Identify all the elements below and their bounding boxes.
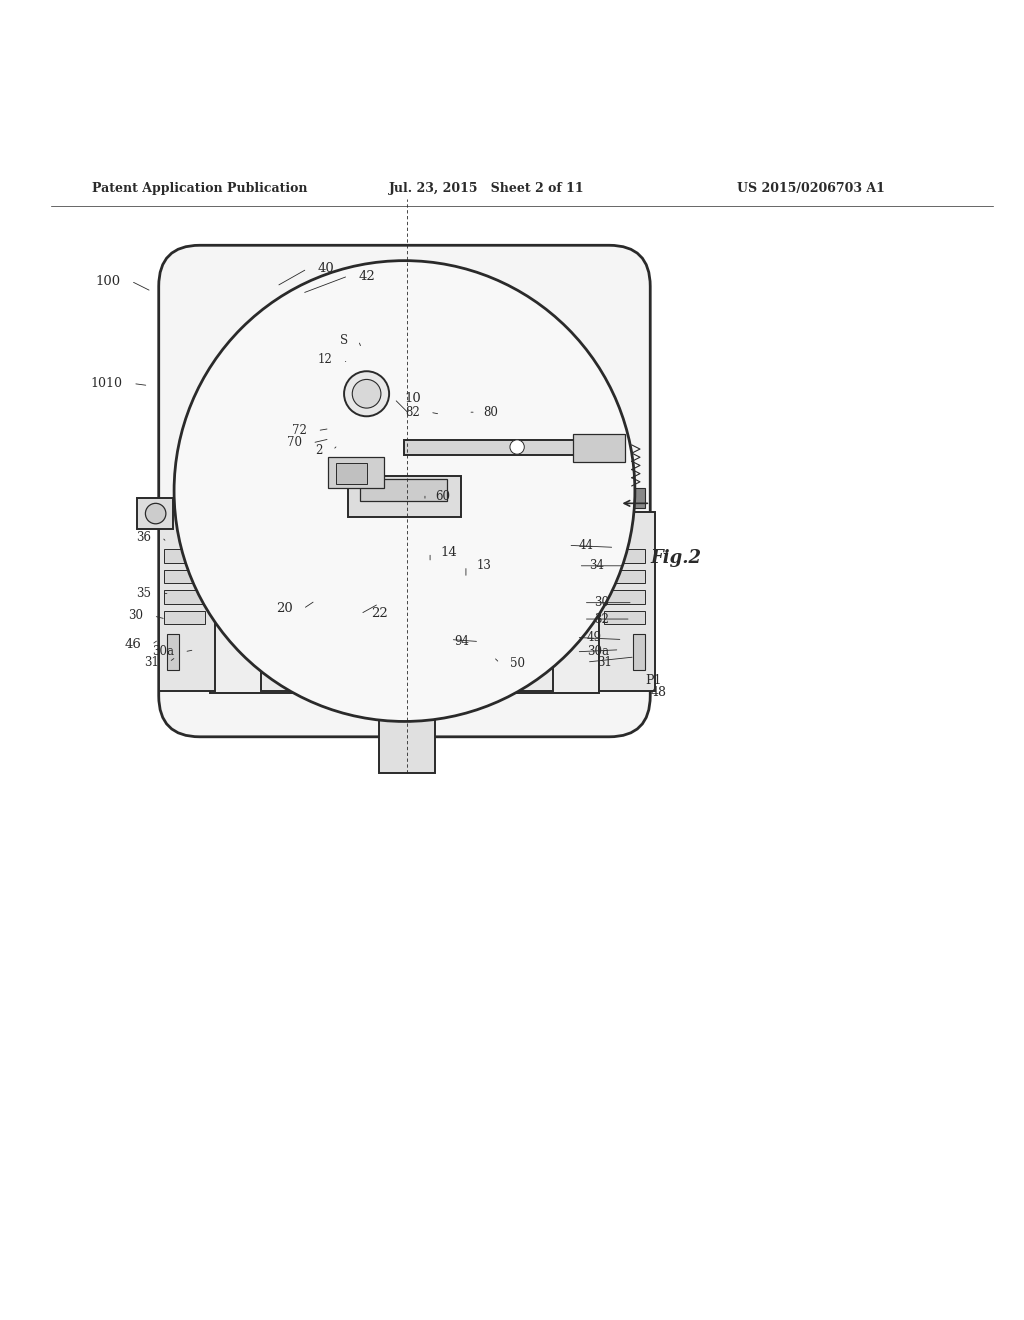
Text: 44: 44 — [579, 539, 594, 552]
Circle shape — [433, 696, 443, 706]
Text: 13: 13 — [476, 560, 492, 573]
FancyBboxPatch shape — [312, 338, 502, 619]
Bar — [336, 463, 367, 484]
Bar — [604, 611, 645, 624]
Text: 12: 12 — [318, 354, 333, 367]
Bar — [633, 635, 645, 671]
Circle shape — [174, 260, 635, 722]
FancyBboxPatch shape — [159, 246, 650, 737]
Circle shape — [540, 510, 556, 525]
Text: 20: 20 — [276, 602, 293, 615]
Text: 49: 49 — [587, 631, 602, 644]
Bar — [167, 635, 179, 671]
Text: 72: 72 — [292, 424, 307, 437]
Circle shape — [367, 696, 377, 706]
Text: 40: 40 — [317, 263, 334, 276]
Text: 50: 50 — [510, 656, 525, 669]
Text: 35: 35 — [136, 587, 152, 599]
Text: 30: 30 — [594, 597, 609, 609]
Text: 48: 48 — [650, 686, 667, 700]
Bar — [164, 549, 205, 562]
Bar — [353, 590, 461, 693]
Text: Patent Application Publication: Patent Application Publication — [92, 182, 307, 195]
Bar — [379, 685, 435, 772]
Circle shape — [145, 503, 166, 524]
Text: 42: 42 — [358, 269, 375, 282]
Bar — [164, 611, 205, 624]
Circle shape — [258, 510, 274, 525]
Bar — [159, 512, 215, 690]
Circle shape — [367, 685, 377, 696]
FancyBboxPatch shape — [341, 397, 473, 595]
Circle shape — [352, 379, 381, 408]
Bar — [210, 508, 599, 693]
Polygon shape — [317, 630, 502, 660]
Text: 1010: 1010 — [91, 378, 123, 389]
Text: 100: 100 — [95, 275, 121, 288]
Circle shape — [510, 440, 524, 454]
Bar — [164, 590, 205, 603]
Text: 82: 82 — [406, 405, 420, 418]
Text: Fig.2: Fig.2 — [650, 549, 701, 566]
Bar — [604, 590, 645, 603]
Bar — [348, 475, 461, 516]
Text: 36: 36 — [136, 531, 152, 544]
Polygon shape — [302, 660, 512, 690]
Bar — [364, 632, 399, 655]
Text: 2: 2 — [315, 444, 323, 457]
Text: 10: 10 — [404, 392, 421, 405]
Text: 30: 30 — [128, 610, 143, 623]
Text: 34: 34 — [589, 560, 604, 573]
Text: 22: 22 — [371, 607, 387, 620]
Bar — [604, 549, 645, 562]
Bar — [573, 434, 625, 462]
Text: Jul. 23, 2015   Sheet 2 of 11: Jul. 23, 2015 Sheet 2 of 11 — [389, 182, 585, 195]
Text: 31: 31 — [597, 656, 612, 668]
Bar — [404, 440, 584, 455]
Text: P1: P1 — [645, 675, 662, 686]
Text: 94: 94 — [454, 635, 469, 648]
Text: S: S — [340, 334, 348, 347]
Text: 32: 32 — [594, 612, 609, 626]
Bar — [367, 685, 446, 696]
Text: 14: 14 — [440, 546, 457, 558]
Circle shape — [394, 480, 415, 502]
Text: 31: 31 — [143, 656, 159, 668]
Bar — [195, 508, 620, 527]
Text: US 2015/0206703 A1: US 2015/0206703 A1 — [737, 182, 885, 195]
Text: 30a: 30a — [153, 645, 174, 659]
Circle shape — [433, 685, 443, 696]
Bar — [328, 457, 384, 488]
Bar — [599, 512, 655, 690]
Polygon shape — [338, 601, 476, 630]
Circle shape — [575, 510, 592, 525]
Text: 30a: 30a — [587, 645, 608, 659]
Text: 60: 60 — [435, 490, 451, 503]
Bar — [137, 498, 173, 529]
Bar — [164, 570, 205, 583]
Text: 46: 46 — [125, 638, 141, 651]
Circle shape — [222, 510, 239, 525]
Circle shape — [344, 371, 389, 416]
Text: 70: 70 — [287, 437, 302, 449]
Text: 80: 80 — [483, 405, 499, 418]
Bar — [367, 696, 446, 706]
Bar — [604, 570, 645, 583]
Polygon shape — [627, 488, 645, 508]
Bar — [410, 635, 440, 660]
Bar — [261, 532, 553, 690]
Bar — [360, 479, 447, 502]
